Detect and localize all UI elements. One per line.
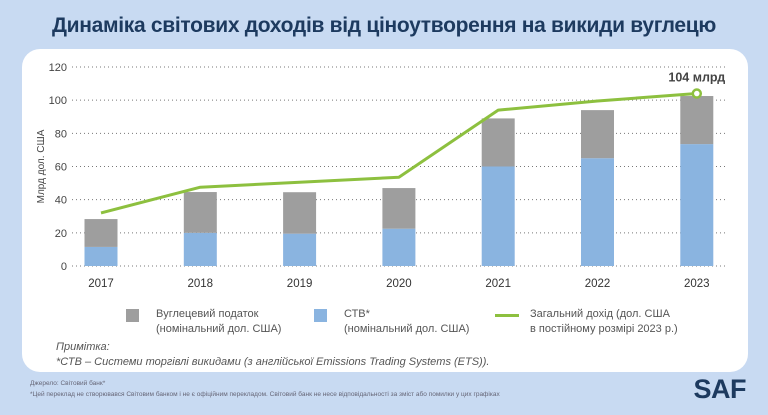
saf-logo: SAF xyxy=(693,374,747,404)
x-tick-label: 2018 xyxy=(188,278,214,290)
y-tick-label: 80 xyxy=(55,128,67,140)
bar-segment xyxy=(382,188,416,229)
legend-label: (номінальний дол. США) xyxy=(156,323,282,335)
disclaimer-text: *Цей переклад не створювався Світовим ба… xyxy=(30,391,500,398)
bar-segment xyxy=(581,158,614,266)
total-revenue-line xyxy=(100,92,697,215)
line-end-marker xyxy=(691,88,703,99)
legend-line-swatch xyxy=(495,314,519,317)
legend-label: СТВ* xyxy=(344,308,370,320)
bar-segment xyxy=(581,110,614,159)
y-tick-label: 120 xyxy=(49,62,67,74)
legend-swatch xyxy=(314,309,327,322)
bar-segment xyxy=(680,96,714,145)
legend-item-carbon-tax: Вуглецевий податок (номінальний дол. США) xyxy=(126,307,281,337)
chart-title: Динаміка світових доходів від ціноутворе… xyxy=(51,14,717,37)
bar-segment xyxy=(382,228,416,266)
y-axis-label: Млрд дол. США xyxy=(36,129,47,203)
bar-segment xyxy=(283,192,317,234)
x-tick-label: 2022 xyxy=(585,278,611,290)
bar-segment xyxy=(183,232,217,266)
x-tick-label: 2023 xyxy=(684,278,710,290)
y-tick-label: 20 xyxy=(55,228,67,240)
x-tick-label: 2021 xyxy=(485,278,511,290)
y-tick-label: 0 xyxy=(61,261,67,273)
x-tick-label: 2020 xyxy=(386,278,412,290)
legend-item-total: Загальний дохід (дол. США в постійному ро… xyxy=(495,307,678,337)
bar-segment xyxy=(183,192,217,233)
source-text: Джерело: Світовий банк* xyxy=(30,380,106,387)
bar-line-chart: 0 20 40 60 80 100 120 Млрд дол. США 2017 2018 2019… xyxy=(36,62,728,290)
y-tick-label: 40 xyxy=(55,195,67,207)
bar-segment xyxy=(481,118,515,167)
bar-segment xyxy=(84,219,118,247)
note-text: *СТВ – Системи торгівлі викидами (з англ… xyxy=(56,356,490,368)
note: Примітка: *СТВ – Системи торгівлі викида… xyxy=(56,340,489,370)
bar-segment xyxy=(481,166,515,266)
note-label: Примітка: xyxy=(56,341,110,353)
legend-swatch xyxy=(126,309,139,322)
legend-label: (номінальний дол. США) xyxy=(344,323,470,335)
bar-segment xyxy=(680,144,714,266)
bar-segment xyxy=(283,233,317,266)
legend-item-ets: СТВ* (номінальний дол. США) xyxy=(314,307,469,337)
y-tick-label: 100 xyxy=(49,95,67,107)
x-tick-label: 2017 xyxy=(88,278,114,290)
bar-segment xyxy=(84,246,118,266)
y-tick-label: 60 xyxy=(55,162,67,174)
legend-label: Вуглецевий податок xyxy=(156,308,259,320)
x-tick-label: 2019 xyxy=(287,278,313,290)
legend-label: Загальний дохід (дол. США xyxy=(530,308,670,320)
data-label: 104 млрд xyxy=(668,71,725,85)
legend-label: в постійному розмірі 2023 р.) xyxy=(530,323,678,335)
